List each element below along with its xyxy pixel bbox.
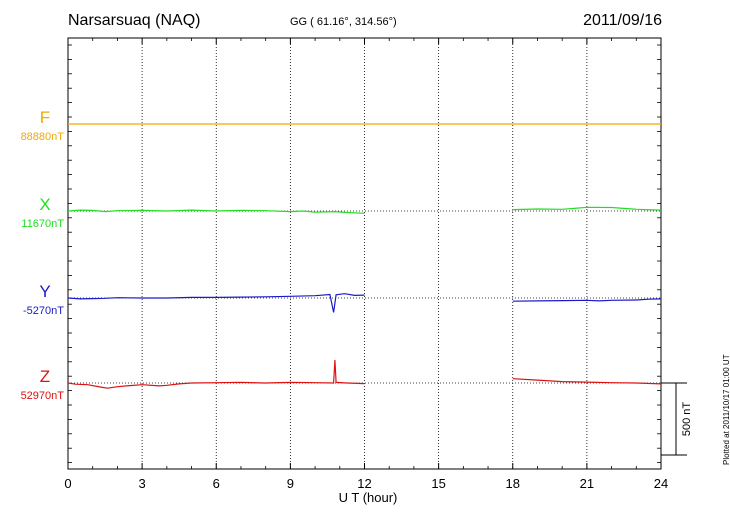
series-line-z-0 (67, 359, 365, 389)
series-line-y-1 (512, 298, 662, 302)
series-baseline-f: 88880nT (21, 131, 65, 143)
series-line-y-0 (67, 293, 365, 313)
series-lines (67, 123, 662, 389)
coordinates-label: GG ( 61.16°, 314.56°) (290, 16, 397, 28)
scale-bar-label: 500 nT (681, 402, 693, 437)
x-tick-label-15: 15 (431, 476, 445, 491)
x-axis-label: U T (hour) (339, 490, 398, 505)
series-baseline-z: 52970nT (21, 390, 65, 402)
grid-lines (141, 38, 588, 469)
series-name-x: X (39, 195, 50, 214)
series-name-f: F (40, 108, 50, 127)
series-baseline-y: -5270nT (23, 305, 64, 317)
station-title: Narsarsuaq (NAQ) (68, 12, 201, 29)
series-line-x-1 (512, 206, 662, 211)
x-axis: 0 3 6 9 12 15 18 21 24 U T (hour) (64, 38, 668, 505)
series-name-y: Y (39, 282, 50, 301)
x-tick-label-6: 6 (213, 476, 220, 491)
x-tick-label-12: 12 (357, 476, 371, 491)
plotted-at-label: Plotted at 2011/10/17 01:00 UT (722, 354, 730, 465)
x-tick-label-0: 0 (64, 476, 71, 491)
series-baseline-x: 11670nT (21, 218, 64, 230)
series-name-z: Z (40, 367, 50, 386)
date-label: 2011/09/16 (583, 12, 662, 29)
series-line-x-0 (67, 209, 365, 214)
x-tick-label-9: 9 (287, 476, 294, 491)
x-tick-label-24: 24 (654, 476, 668, 491)
x-tick-label-18: 18 (506, 476, 520, 491)
series-labels: F 88880nT X 11670nT Y -5270nT Z 52970nT (21, 108, 65, 402)
x-tick-label-3: 3 (139, 476, 146, 491)
x-tick-label-21: 21 (580, 476, 594, 491)
series-line-z-1 (512, 378, 662, 385)
scale-bar: 500 nT (661, 382, 693, 456)
